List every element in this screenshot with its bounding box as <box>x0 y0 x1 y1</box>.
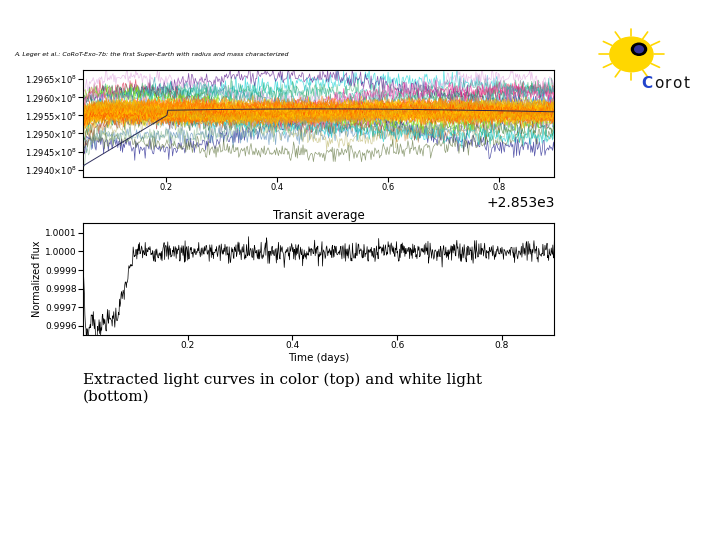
Y-axis label: Normalized flux: Normalized flux <box>32 240 42 317</box>
Circle shape <box>631 43 647 55</box>
Text: A. Leger et al.: CoRoT-Exo-7b: the first Super-Earth with radius and mass charac: A. Leger et al.: CoRoT-Exo-7b: the first… <box>14 52 289 57</box>
Circle shape <box>635 46 644 53</box>
Text: C: C <box>641 76 652 91</box>
Title: Transit average: Transit average <box>273 208 364 221</box>
X-axis label: Time (days): Time (days) <box>288 353 349 363</box>
Text: o: o <box>654 76 663 91</box>
Text: o: o <box>672 76 682 91</box>
Circle shape <box>610 37 653 72</box>
Text: t: t <box>683 76 690 91</box>
Text: r: r <box>665 76 671 91</box>
Text: Extracted light curves in color (top) and white light
(bottom): Extracted light curves in color (top) an… <box>83 373 482 403</box>
